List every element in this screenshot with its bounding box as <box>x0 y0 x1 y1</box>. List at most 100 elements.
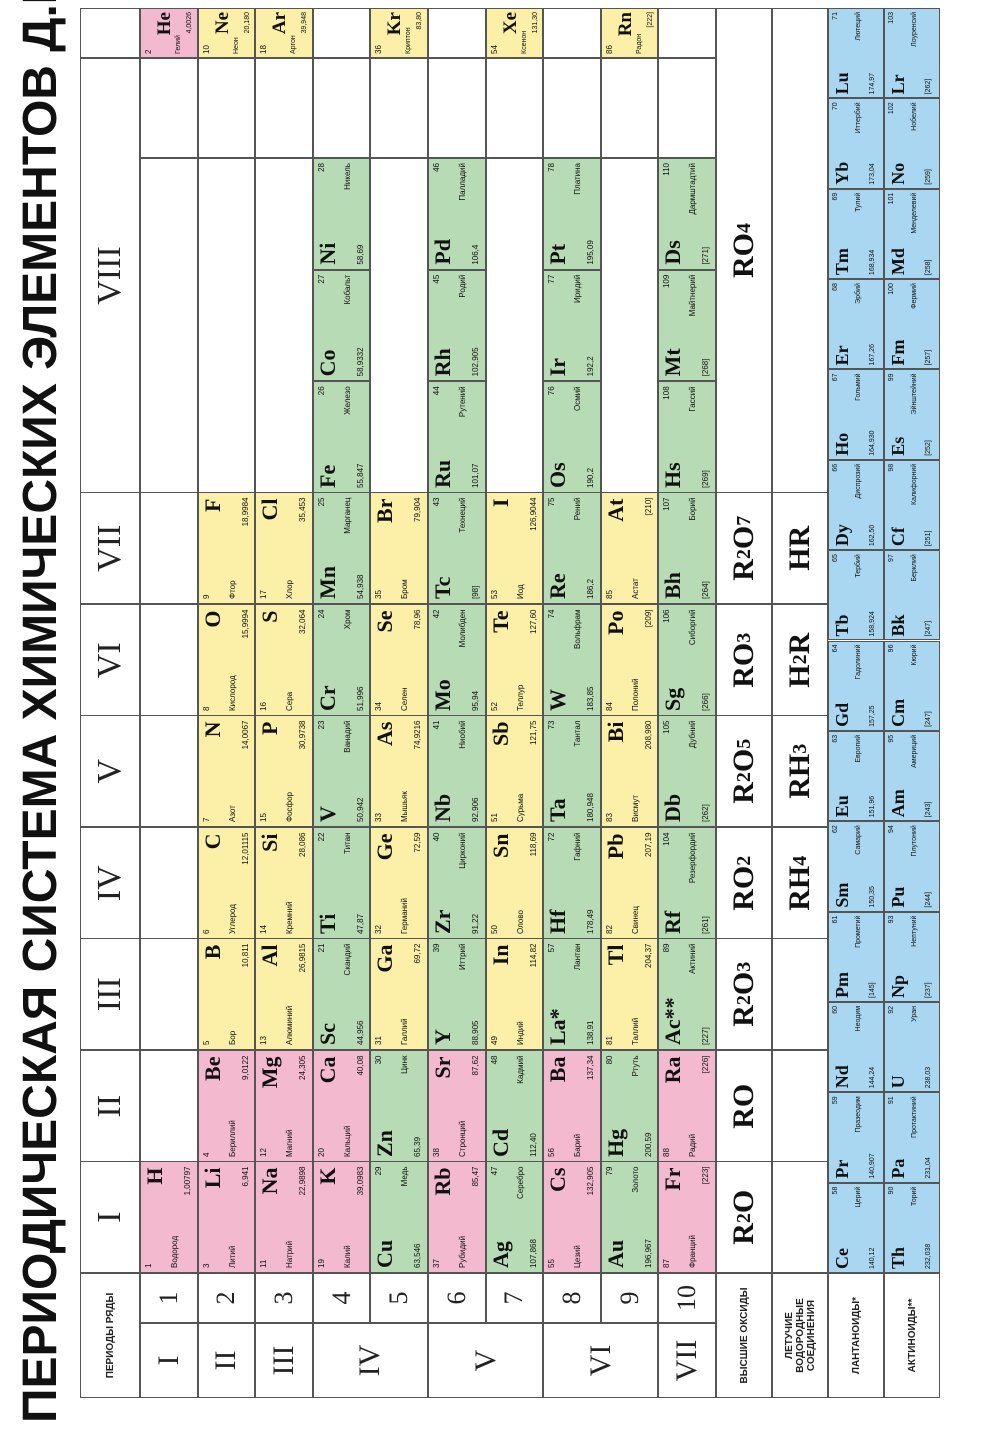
element-Hf[interactable]: Hf 72 Гафний 178,49 <box>543 827 601 939</box>
element-Th[interactable]: Th 90 Торий 232,038 <box>884 1182 940 1273</box>
element-Mt[interactable]: Mt 109 Майтнерий [268] <box>658 269 716 382</box>
element-Cd[interactable]: Cd 48 Кадмий 112,40 <box>485 1050 544 1162</box>
element-Sm[interactable]: Sm 62 Самарий 150,35 <box>828 821 884 912</box>
element-Re[interactable]: Re 75 Рений 186,2 <box>543 492 601 604</box>
element-Rh[interactable]: Rh 45 Родий 102,905 <box>428 269 486 382</box>
element-Li[interactable]: Li 3 Литий 6,941 <box>197 1161 256 1273</box>
element-Np[interactable]: Np 93 Нептуний [237] <box>884 911 940 1002</box>
element-Xe[interactable]: Xe 54 Ксенон 131,30 <box>485 8 544 58</box>
element-Pb[interactable]: Pb 82 Свинец 207,19 <box>600 827 659 939</box>
element-Fm[interactable]: Fm 100 Фермий [257] <box>884 279 940 370</box>
element-Ra[interactable]: Ra 88 Радий [226] <box>658 1050 716 1162</box>
element-Ba[interactable]: Ba 56 Барий 137,34 <box>543 1050 601 1162</box>
element-Ga[interactable]: Ga 31 Галлий 69,72 <box>370 938 428 1050</box>
element-Cf[interactable]: Cf 98 Калифорний [251] <box>884 459 940 551</box>
element-Zn[interactable]: Zn 30 Цинк 65,39 <box>370 1050 428 1162</box>
element-V[interactable]: V 23 Ванадий 50,942 <box>312 715 371 827</box>
element-N[interactable]: N 7 Азот 14,0067 <box>197 715 256 827</box>
element-Tl[interactable]: Tl 81 Таллий 204,37 <box>600 938 659 1050</box>
element-Si[interactable]: Si 14 Кремний 28,086 <box>255 827 313 939</box>
element-Cr[interactable]: Cr 24 Хром 51,996 <box>312 604 371 716</box>
element-Au[interactable]: Au 79 Золото 196,967 <box>600 1161 659 1273</box>
element-Kr[interactable]: Kr 36 Криптон 83,80 <box>370 8 428 58</box>
element-U[interactable]: U 92 Уран 238,03 <box>884 1001 940 1093</box>
element-Mn[interactable]: Mn 25 Марганец 54,938 <box>312 492 371 604</box>
element-Ge[interactable]: Ge 32 Германий 72,59 <box>370 827 428 939</box>
element-Nd[interactable]: Nd 60 Неодим 144,24 <box>828 1001 884 1093</box>
element-Ni[interactable]: Ni 28 Никель 58,69 <box>312 158 371 270</box>
element-F[interactable]: F 9 Фтор 18,9984 <box>197 492 256 604</box>
element-Db[interactable]: Db 105 Дубний [262] <box>658 715 716 827</box>
element-Rb[interactable]: Rb 37 Рубидий 85,47 <box>428 1161 486 1273</box>
element-Be[interactable]: Be 4 Бериллий 9,0122 <box>197 1050 256 1162</box>
element-Nb[interactable]: Nb 41 Ниобий 92,906 <box>428 715 486 827</box>
element-Pt[interactable]: Pt 78 Платина 195,09 <box>543 158 601 270</box>
element-Pr[interactable]: Pr 59 Празеодим 140,907 <box>828 1092 884 1183</box>
element-At[interactable]: At 85 Астат [210] <box>600 492 659 604</box>
element-Bk[interactable]: Bk 97 Берклий [247] <box>884 550 940 641</box>
element-Bi[interactable]: Bi 83 Висмут 208,980 <box>600 715 659 827</box>
element-Br[interactable]: Br 35 Бром 79,904 <box>370 492 428 604</box>
element-Ar[interactable]: Ar 18 Аргон 39,948 <box>255 8 313 58</box>
element-Pm[interactable]: Pm 61 Прометий [145] <box>828 911 884 1002</box>
element-Gd[interactable]: Gd 64 Гадолиний 157,25 <box>828 640 884 731</box>
element-Fr[interactable]: Fr 87 Франций [223] <box>658 1161 716 1273</box>
element-Am[interactable]: Am 95 Америций [243] <box>884 730 940 822</box>
element-Ca[interactable]: Ca 20 Кальций 40,08 <box>312 1050 371 1162</box>
element-Eu[interactable]: Eu 63 Европий 151,96 <box>828 730 884 822</box>
element-Pu[interactable]: Pu 94 Плутоний [244] <box>884 821 940 912</box>
element-Sn[interactable]: Sn 50 Олово 118,69 <box>485 827 544 939</box>
element-Tb[interactable]: Tb 65 Тербий 158,924 <box>828 550 884 641</box>
element-Cl[interactable]: Cl 17 Хлор 35,453 <box>255 492 313 604</box>
element-Pa[interactable]: Pa 91 Протактиний 231,04 <box>884 1092 940 1183</box>
element-Mo[interactable]: Mo 42 Молибден 95,94 <box>428 604 486 716</box>
element-Ne[interactable]: Ne 10 Неон 20,180 <box>197 8 256 58</box>
element-Tc[interactable]: Tc 43 Технеций [98] <box>428 492 486 604</box>
element-As[interactable]: As 33 Мышьяк 74,9216 <box>370 715 428 827</box>
element-Ti[interactable]: Ti 22 Титан 47,87 <box>312 827 371 939</box>
element-Tm[interactable]: Tm 69 Тулий 168,934 <box>828 188 884 280</box>
element-La[interactable]: La* 57 Лантан 138,91 <box>543 938 601 1050</box>
element-B[interactable]: B 5 Бор 10,811 <box>197 938 256 1050</box>
element-Te[interactable]: Te 52 Теллур 127,60 <box>485 604 544 716</box>
element-Lu[interactable]: Lu 71 Лютеций 174,97 <box>828 8 884 99</box>
element-Se[interactable]: Se 34 Селен 78,96 <box>370 604 428 716</box>
element-S[interactable]: S 16 Сера 32,064 <box>255 604 313 716</box>
element-Sc[interactable]: Sc 21 Скандий 44,956 <box>312 938 371 1050</box>
element-Al[interactable]: Al 13 Алюминий 26,9815 <box>255 938 313 1050</box>
element-Md[interactable]: Md 101 Менделевий [258] <box>884 188 940 280</box>
element-He[interactable]: He 2 Гелий 4,0026 <box>140 8 198 58</box>
element-O[interactable]: O 8 Кислород 15,9994 <box>197 604 256 716</box>
element-Ce[interactable]: Ce 58 Церий 140,12 <box>828 1182 884 1273</box>
element-In[interactable]: In 49 Индий 114,82 <box>485 938 544 1050</box>
element-Rn[interactable]: Rn 86 Радон [222] <box>600 8 659 58</box>
element-Sb[interactable]: Sb 51 Сурьма 121,75 <box>485 715 544 827</box>
element-Y[interactable]: Y 39 Иттрий 88,905 <box>428 938 486 1050</box>
element-Ho[interactable]: Ho 67 Гольмий 164,930 <box>828 369 884 460</box>
element-Po[interactable]: Po 84 Полоний [209] <box>600 604 659 716</box>
element-K[interactable]: K 19 Калий 39,0983 <box>312 1161 371 1273</box>
element-Hg[interactable]: Hg 80 Ртуть 200,59 <box>600 1050 659 1162</box>
element-Ru[interactable]: Ru 44 Рутений 101,07 <box>428 381 486 493</box>
element-Cm[interactable]: Cm 96 Кюрий [247] <box>884 640 940 731</box>
element-Fe[interactable]: Fe 26 Железо 55,847 <box>312 381 371 493</box>
element-Ds[interactable]: Ds 110 Дармштадтий [271] <box>658 158 716 270</box>
element-Co[interactable]: Co 27 Кобальт 58,9332 <box>312 269 371 382</box>
element-Sr[interactable]: Sr 38 Стронций 87,62 <box>428 1050 486 1162</box>
element-P[interactable]: P 15 Фосфор 30,9738 <box>255 715 313 827</box>
element-Es[interactable]: Es 99 Эйнштейний [252] <box>884 369 940 460</box>
element-Hs[interactable]: Hs 108 Гассий [269] <box>658 381 716 493</box>
element-Os[interactable]: Os 76 Осмий 190,2 <box>543 381 601 493</box>
element-Cs[interactable]: Cs 55 Цезий 132,905 <box>543 1161 601 1273</box>
element-Zr[interactable]: Zr 40 Цирконий 91,22 <box>428 827 486 939</box>
element-Bh[interactable]: Bh 107 Борий [264] <box>658 492 716 604</box>
element-Ir[interactable]: Ir 77 Иридий 192,2 <box>543 269 601 382</box>
element-Ta[interactable]: Ta 73 Тантал 180,948 <box>543 715 601 827</box>
element-Er[interactable]: Er 68 Эрбий 167,26 <box>828 279 884 370</box>
element-Ac[interactable]: Ac** 89 Актиний [227] <box>658 938 716 1050</box>
element-Sg[interactable]: Sg 106 Сиборгий [266] <box>658 604 716 716</box>
element-Dy[interactable]: Dy 66 Диспрозий 162,50 <box>828 459 884 551</box>
element-Mg[interactable]: Mg 12 Магний 24,305 <box>255 1050 313 1162</box>
element-W[interactable]: W 74 Вольфрам 183,85 <box>543 604 601 716</box>
element-Cu[interactable]: Cu 29 Медь 63,546 <box>370 1161 428 1273</box>
